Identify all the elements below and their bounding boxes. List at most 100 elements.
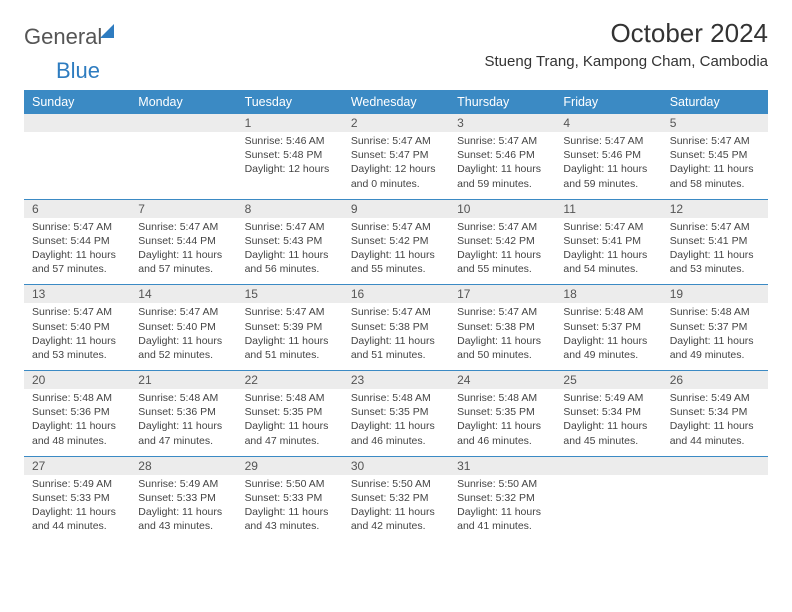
day-data-row: Sunrise: 5:47 AMSunset: 5:44 PMDaylight:… xyxy=(24,218,768,285)
day-header: Wednesday xyxy=(343,91,449,114)
day-data-row: Sunrise: 5:47 AMSunset: 5:40 PMDaylight:… xyxy=(24,303,768,370)
sunrise-text: Sunrise: 5:49 AM xyxy=(138,477,228,491)
day-number-cell: 7 xyxy=(130,199,236,218)
sunrise-text: Sunrise: 5:47 AM xyxy=(351,220,441,234)
day-data-cell: Sunrise: 5:47 AMSunset: 5:41 PMDaylight:… xyxy=(555,218,661,285)
daylight-text: Daylight: 11 hours and 55 minutes. xyxy=(351,248,441,276)
day-data-cell: Sunrise: 5:47 AMSunset: 5:46 PMDaylight:… xyxy=(555,132,661,199)
daylight-text: Daylight: 11 hours and 46 minutes. xyxy=(351,419,441,447)
daylight-text: Daylight: 11 hours and 57 minutes. xyxy=(32,248,122,276)
daylight-text: Daylight: 11 hours and 52 minutes. xyxy=(138,334,228,362)
daylight-text: Daylight: 11 hours and 49 minutes. xyxy=(563,334,653,362)
sunrise-text: Sunrise: 5:48 AM xyxy=(351,391,441,405)
day-header: Sunday xyxy=(24,91,130,114)
day-data-cell: Sunrise: 5:49 AMSunset: 5:33 PMDaylight:… xyxy=(24,475,130,542)
day-data-cell: Sunrise: 5:48 AMSunset: 5:37 PMDaylight:… xyxy=(555,303,661,370)
day-data-cell: Sunrise: 5:47 AMSunset: 5:47 PMDaylight:… xyxy=(343,132,449,199)
sunrise-text: Sunrise: 5:47 AM xyxy=(245,220,335,234)
day-data-cell: Sunrise: 5:48 AMSunset: 5:35 PMDaylight:… xyxy=(449,389,555,456)
day-data-cell: Sunrise: 5:47 AMSunset: 5:39 PMDaylight:… xyxy=(237,303,343,370)
sunset-text: Sunset: 5:35 PM xyxy=(457,405,547,419)
sunset-text: Sunset: 5:42 PM xyxy=(351,234,441,248)
day-data-cell: Sunrise: 5:47 AMSunset: 5:42 PMDaylight:… xyxy=(343,218,449,285)
sunset-text: Sunset: 5:37 PM xyxy=(670,320,760,334)
sunrise-text: Sunrise: 5:50 AM xyxy=(351,477,441,491)
day-data-cell: Sunrise: 5:50 AMSunset: 5:33 PMDaylight:… xyxy=(237,475,343,542)
day-data-cell: Sunrise: 5:46 AMSunset: 5:48 PMDaylight:… xyxy=(237,132,343,199)
daylight-text: Daylight: 11 hours and 59 minutes. xyxy=(457,162,547,190)
day-data-row: Sunrise: 5:48 AMSunset: 5:36 PMDaylight:… xyxy=(24,389,768,456)
sunrise-text: Sunrise: 5:48 AM xyxy=(563,305,653,319)
sunrise-text: Sunrise: 5:48 AM xyxy=(670,305,760,319)
daylight-text: Daylight: 11 hours and 47 minutes. xyxy=(245,419,335,447)
daylight-text: Daylight: 11 hours and 50 minutes. xyxy=(457,334,547,362)
sunset-text: Sunset: 5:40 PM xyxy=(138,320,228,334)
sunset-text: Sunset: 5:37 PM xyxy=(563,320,653,334)
day-number-cell: 11 xyxy=(555,199,661,218)
day-data-cell: Sunrise: 5:48 AMSunset: 5:36 PMDaylight:… xyxy=(130,389,236,456)
daylight-text: Daylight: 11 hours and 44 minutes. xyxy=(670,419,760,447)
sunset-text: Sunset: 5:36 PM xyxy=(32,405,122,419)
day-number-cell: 30 xyxy=(343,456,449,475)
daylight-text: Daylight: 11 hours and 48 minutes. xyxy=(32,419,122,447)
day-data-row: Sunrise: 5:46 AMSunset: 5:48 PMDaylight:… xyxy=(24,132,768,199)
daylight-text: Daylight: 11 hours and 51 minutes. xyxy=(351,334,441,362)
brand-word1: General xyxy=(24,24,102,50)
day-number-row: 13141516171819 xyxy=(24,285,768,304)
day-number-cell: 17 xyxy=(449,285,555,304)
brand-triangle-icon xyxy=(100,24,114,38)
sunset-text: Sunset: 5:41 PM xyxy=(563,234,653,248)
sunset-text: Sunset: 5:34 PM xyxy=(563,405,653,419)
daylight-text: Daylight: 11 hours and 42 minutes. xyxy=(351,505,441,533)
sunrise-text: Sunrise: 5:47 AM xyxy=(351,305,441,319)
sunrise-text: Sunrise: 5:48 AM xyxy=(138,391,228,405)
calendar-body: 12345Sunrise: 5:46 AMSunset: 5:48 PMDayl… xyxy=(24,114,768,542)
sunset-text: Sunset: 5:48 PM xyxy=(245,148,335,162)
day-data-cell: Sunrise: 5:47 AMSunset: 5:43 PMDaylight:… xyxy=(237,218,343,285)
day-number-cell xyxy=(555,456,661,475)
day-number-cell: 4 xyxy=(555,114,661,133)
sunrise-text: Sunrise: 5:47 AM xyxy=(457,134,547,148)
day-data-cell: Sunrise: 5:49 AMSunset: 5:34 PMDaylight:… xyxy=(662,389,768,456)
day-number-cell: 23 xyxy=(343,371,449,390)
calendar-table: SundayMondayTuesdayWednesdayThursdayFrid… xyxy=(24,90,768,541)
sunrise-text: Sunrise: 5:49 AM xyxy=(563,391,653,405)
day-number-cell: 12 xyxy=(662,199,768,218)
day-number-cell: 22 xyxy=(237,371,343,390)
sunrise-text: Sunrise: 5:47 AM xyxy=(670,134,760,148)
day-header: Thursday xyxy=(449,91,555,114)
day-number-cell: 3 xyxy=(449,114,555,133)
day-number-cell: 24 xyxy=(449,371,555,390)
sunrise-text: Sunrise: 5:47 AM xyxy=(457,220,547,234)
sunset-text: Sunset: 5:32 PM xyxy=(351,491,441,505)
sunset-text: Sunset: 5:46 PM xyxy=(563,148,653,162)
day-data-cell: Sunrise: 5:47 AMSunset: 5:44 PMDaylight:… xyxy=(24,218,130,285)
sunset-text: Sunset: 5:33 PM xyxy=(32,491,122,505)
day-data-cell: Sunrise: 5:47 AMSunset: 5:46 PMDaylight:… xyxy=(449,132,555,199)
sunrise-text: Sunrise: 5:47 AM xyxy=(32,220,122,234)
sunrise-text: Sunrise: 5:47 AM xyxy=(351,134,441,148)
sunset-text: Sunset: 5:45 PM xyxy=(670,148,760,162)
brand-word2-wrap: Blue xyxy=(24,58,768,84)
sunrise-text: Sunrise: 5:47 AM xyxy=(563,134,653,148)
sunset-text: Sunset: 5:44 PM xyxy=(32,234,122,248)
sunset-text: Sunset: 5:46 PM xyxy=(457,148,547,162)
daylight-text: Daylight: 11 hours and 56 minutes. xyxy=(245,248,335,276)
day-number-cell xyxy=(662,456,768,475)
day-data-cell xyxy=(662,475,768,542)
sunset-text: Sunset: 5:33 PM xyxy=(245,491,335,505)
day-data-cell: Sunrise: 5:48 AMSunset: 5:37 PMDaylight:… xyxy=(662,303,768,370)
brand-logo: General xyxy=(24,18,116,50)
day-number-cell: 1 xyxy=(237,114,343,133)
day-number-cell: 19 xyxy=(662,285,768,304)
day-number-cell: 28 xyxy=(130,456,236,475)
day-data-cell: Sunrise: 5:47 AMSunset: 5:40 PMDaylight:… xyxy=(130,303,236,370)
sunset-text: Sunset: 5:40 PM xyxy=(32,320,122,334)
day-number-cell: 20 xyxy=(24,371,130,390)
sunset-text: Sunset: 5:43 PM xyxy=(245,234,335,248)
day-number-cell: 31 xyxy=(449,456,555,475)
sunrise-text: Sunrise: 5:47 AM xyxy=(245,305,335,319)
day-number-cell: 8 xyxy=(237,199,343,218)
day-data-cell xyxy=(555,475,661,542)
day-number-cell: 5 xyxy=(662,114,768,133)
